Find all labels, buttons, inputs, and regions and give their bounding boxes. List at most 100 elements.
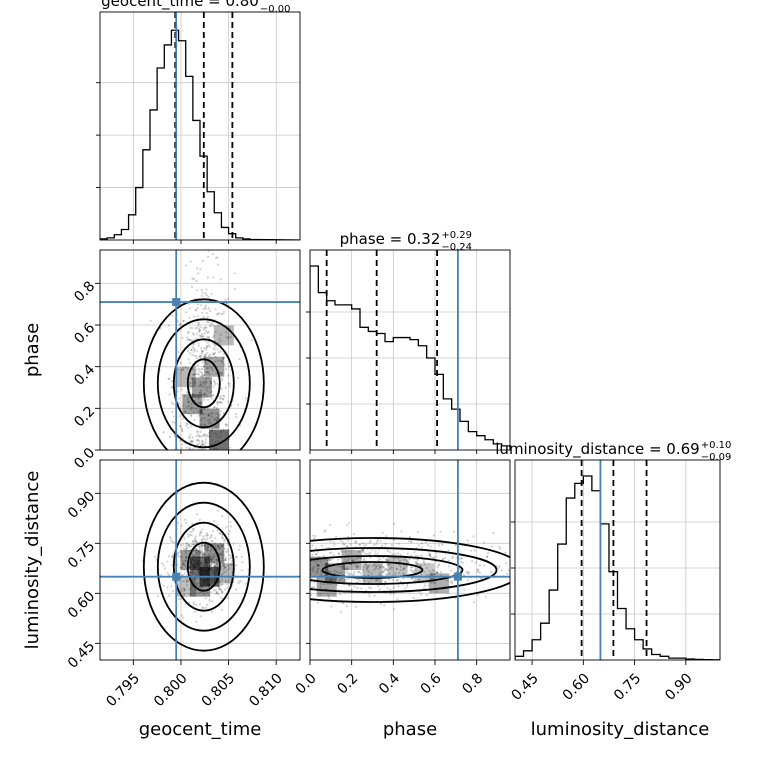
sample-point: [198, 441, 201, 444]
sample-point: [190, 414, 193, 417]
sample-point: [170, 380, 174, 383]
sample-point: [200, 586, 203, 589]
sample-point: [186, 397, 189, 400]
sample-point: [367, 586, 371, 589]
sample-point: [224, 570, 227, 573]
sample-point: [226, 424, 229, 427]
sample-point: [215, 372, 218, 375]
sample-point: [203, 552, 206, 555]
sample-point: [191, 543, 194, 546]
sample-point: [204, 304, 207, 307]
sample-point: [203, 328, 206, 331]
sample-point: [220, 373, 223, 376]
sample-point: [172, 540, 175, 543]
sample-point: [238, 544, 241, 547]
sample-point: [209, 590, 212, 594]
sample-point: [206, 385, 210, 389]
sample-point: [322, 554, 326, 557]
sample-point: [188, 307, 192, 310]
sample-point: [188, 437, 191, 440]
sample-point: [215, 419, 219, 423]
sample-point: [428, 553, 431, 557]
sample-point: [385, 572, 388, 576]
sample-point: [224, 386, 228, 389]
sample-point: [189, 377, 193, 380]
sample-point: [376, 538, 380, 542]
sample-point: [393, 538, 396, 542]
sample-point: [167, 555, 170, 558]
sample-point: [203, 592, 206, 595]
sample-point: [200, 538, 204, 541]
sample-point: [311, 569, 315, 572]
sample-point: [229, 554, 232, 557]
sample-point: [211, 342, 215, 345]
sample-point: [206, 370, 209, 374]
sample-point: [354, 540, 357, 543]
sample-point: [198, 545, 201, 548]
sample-point: [397, 585, 400, 588]
sample-point: [223, 566, 227, 569]
sample-point: [170, 585, 173, 588]
sample-point: [379, 557, 382, 561]
sample-point: [425, 566, 429, 570]
sample-point: [379, 565, 382, 569]
sample-point: [470, 549, 473, 552]
sample-point: [382, 566, 385, 569]
sample-point: [204, 329, 208, 332]
sample-point: [214, 425, 218, 428]
sample-point: [198, 409, 202, 412]
sample-point: [445, 579, 448, 582]
sample-point: [311, 553, 314, 557]
sample-point: [239, 580, 242, 583]
sample-point: [211, 530, 215, 533]
sample-point: [214, 356, 217, 359]
sample-point: [211, 321, 214, 324]
sample-point: [381, 571, 384, 574]
sample-point: [190, 348, 193, 351]
sample-point: [374, 550, 377, 553]
sample-point: [213, 418, 216, 421]
sample-point: [333, 543, 336, 546]
sample-point: [205, 387, 208, 390]
density-cell: [213, 563, 234, 584]
sample-point: [206, 346, 209, 349]
sample-point: [200, 545, 204, 548]
sample-point: [369, 553, 372, 556]
sample-point: [222, 571, 225, 574]
sample-point: [219, 371, 223, 374]
sample-point: [313, 560, 317, 563]
sample-point: [344, 579, 347, 582]
sample-point: [417, 544, 420, 547]
sample-point: [415, 561, 418, 564]
sample-point: [195, 549, 198, 552]
sample-point: [468, 572, 471, 575]
sample-point: [159, 327, 162, 330]
sample-point: [322, 583, 326, 586]
sample-point: [419, 564, 422, 567]
sample-point: [204, 538, 207, 541]
sample-point: [413, 551, 416, 554]
sample-point: [385, 535, 388, 538]
sample-point: [214, 589, 217, 592]
sample-point: [217, 544, 220, 548]
sample-point: [171, 555, 174, 559]
sample-point: [439, 530, 442, 533]
sample-point: [205, 288, 208, 291]
sample-point: [193, 348, 196, 351]
sample-point: [196, 430, 199, 433]
sample-point: [212, 553, 215, 556]
sample-point: [467, 570, 470, 573]
sample-point: [342, 573, 345, 577]
sample-point: [160, 573, 163, 577]
sample-point: [194, 589, 197, 592]
sample-point: [201, 553, 204, 556]
sample-point: [221, 537, 224, 540]
sample-point: [388, 564, 391, 567]
sample-point: [204, 362, 207, 366]
sample-point: [190, 339, 194, 342]
sample-point: [240, 555, 244, 559]
sample-point: [196, 373, 200, 376]
sample-point: [221, 515, 224, 518]
sample-point: [203, 355, 207, 358]
